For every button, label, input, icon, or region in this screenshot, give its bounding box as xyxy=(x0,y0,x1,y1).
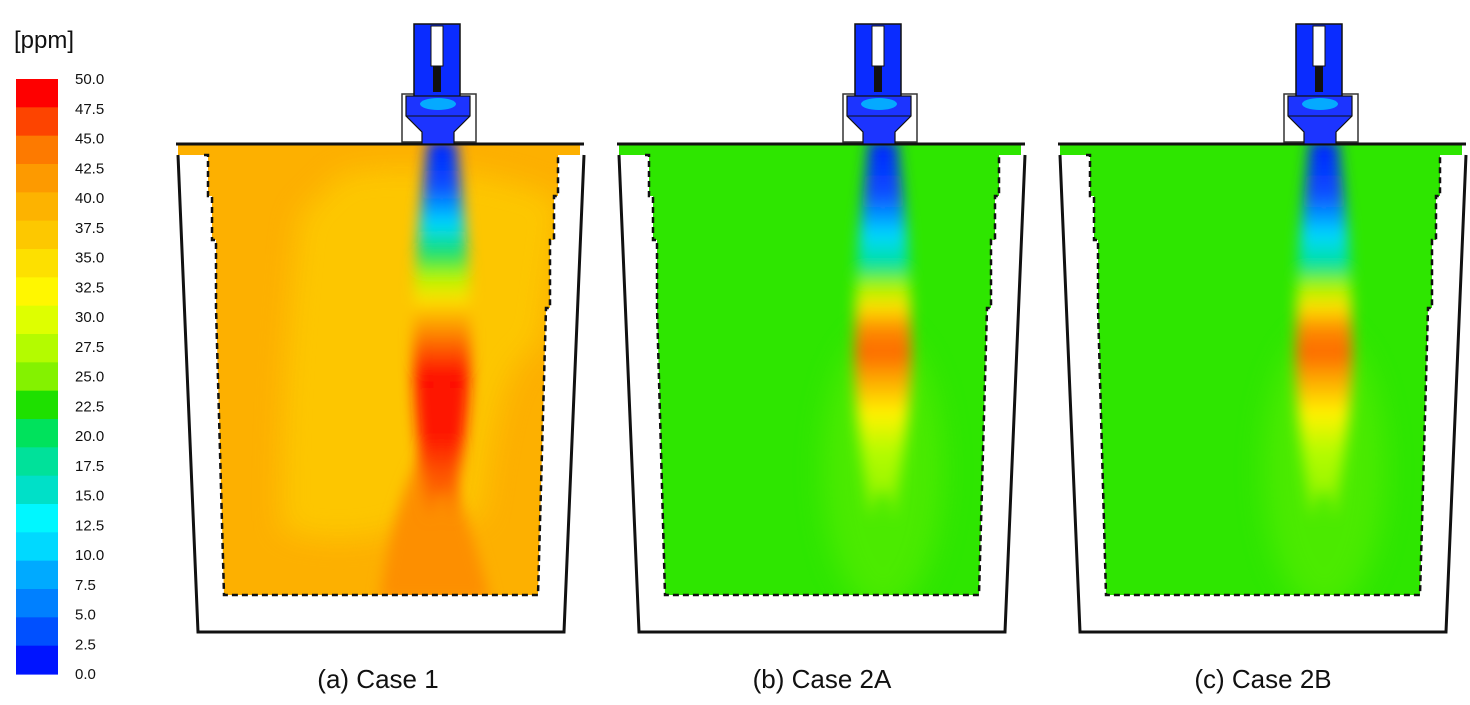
nozzle xyxy=(401,23,477,145)
colorbar-tick-label: 50.0 xyxy=(75,71,104,88)
jet-plume xyxy=(854,145,912,520)
nozzle xyxy=(842,23,918,145)
colorbar-swatch xyxy=(16,475,58,505)
jet-plume xyxy=(1295,145,1353,520)
colorbar-tick-label: 30.0 xyxy=(75,309,104,326)
refractory-boundary xyxy=(1086,153,1442,597)
colorbar-swatch xyxy=(16,532,58,562)
colorbar-tick-label: 12.5 xyxy=(75,517,104,534)
concentration-field xyxy=(281,145,560,595)
colorbar-tick-label: 22.5 xyxy=(75,398,104,415)
colorbar-tick-label: 27.5 xyxy=(75,339,104,356)
colorbar-swatch xyxy=(16,220,58,250)
concentration-field xyxy=(1264,145,1384,595)
concentration-field xyxy=(823,145,943,595)
colorbar-swatch xyxy=(16,589,58,618)
colorbar-tick-label: 20.0 xyxy=(75,428,104,445)
caption-case-2a: (b) Case 2A xyxy=(753,664,892,694)
colorbar-swatch xyxy=(16,645,58,675)
colorbar-tick-label: 47.5 xyxy=(75,101,104,118)
vessel-outline xyxy=(1058,154,1468,634)
nozzle-head xyxy=(846,95,912,145)
colorbar-swatch xyxy=(16,362,58,392)
caption-case-2b: (c) Case 2B xyxy=(1194,664,1331,694)
vessel-outline xyxy=(176,154,586,634)
colorbar-tick-label: 10.0 xyxy=(75,547,104,564)
panel-case-2a xyxy=(617,23,1027,634)
colorbar-swatch xyxy=(16,419,58,448)
vessel-outline xyxy=(617,154,1027,634)
colorbar-swatch xyxy=(16,277,58,307)
colorbar-swatch xyxy=(16,617,58,647)
colorbar-tick-label: 32.5 xyxy=(75,279,104,296)
colorbar-swatch xyxy=(16,107,58,137)
colorbar-swatch xyxy=(16,249,58,278)
colorbar-tick-label: 35.0 xyxy=(75,250,104,267)
colorbar-swatch xyxy=(16,164,58,193)
colorbar-tick-label: 45.0 xyxy=(75,131,104,148)
liquid-region xyxy=(619,145,1021,595)
refractory-boundary xyxy=(204,153,560,597)
colorbar-tick-labels: 50.0 47.5 45.0 42.5 40.0 37.5 35.0 32.5 30.0 27.5… xyxy=(75,71,104,683)
colorbar-legend: [ppm] 50.0 47.5 45.0 42.5 40.0 37.5 35.0 32.5 30… xyxy=(14,27,104,683)
nozzle xyxy=(1283,23,1359,145)
nozzle-head xyxy=(1287,95,1353,145)
colorbar-tick-label: 25.0 xyxy=(75,369,104,386)
colorbar-swatch xyxy=(16,447,58,477)
colorbar-unit-label: [ppm] xyxy=(14,27,74,54)
panel-case-1 xyxy=(176,23,586,634)
nozzle-head xyxy=(405,95,471,145)
colorbar-swatches xyxy=(16,79,58,675)
colorbar-tick-label: 15.0 xyxy=(75,488,104,505)
colorbar-swatch xyxy=(16,390,58,420)
colorbar-tick-label: 7.5 xyxy=(75,577,96,594)
colorbar-swatch xyxy=(16,79,58,108)
colorbar-swatch xyxy=(16,305,58,335)
colorbar-swatch xyxy=(16,192,58,222)
colorbar-swatch xyxy=(16,504,58,533)
colorbar-tick-label: 17.5 xyxy=(75,458,104,475)
colorbar-tick-label: 5.0 xyxy=(75,607,96,624)
colorbar-tick-label: 37.5 xyxy=(75,220,104,237)
panel-case-2b xyxy=(1058,23,1468,634)
colorbar-swatch xyxy=(16,560,58,590)
liquid-region xyxy=(1060,145,1462,595)
colorbar-tick-label: 42.5 xyxy=(75,160,104,177)
colorbar-tick-label: 2.5 xyxy=(75,636,96,653)
refractory-boundary xyxy=(645,153,1001,597)
colorbar-swatch xyxy=(16,135,58,165)
colorbar-tick-label: 0.0 xyxy=(75,666,96,683)
colorbar-swatch xyxy=(16,334,58,363)
jet-plume xyxy=(413,145,471,520)
colorbar-tick-label: 40.0 xyxy=(75,190,104,207)
caption-case-1: (a) Case 1 xyxy=(317,664,438,694)
